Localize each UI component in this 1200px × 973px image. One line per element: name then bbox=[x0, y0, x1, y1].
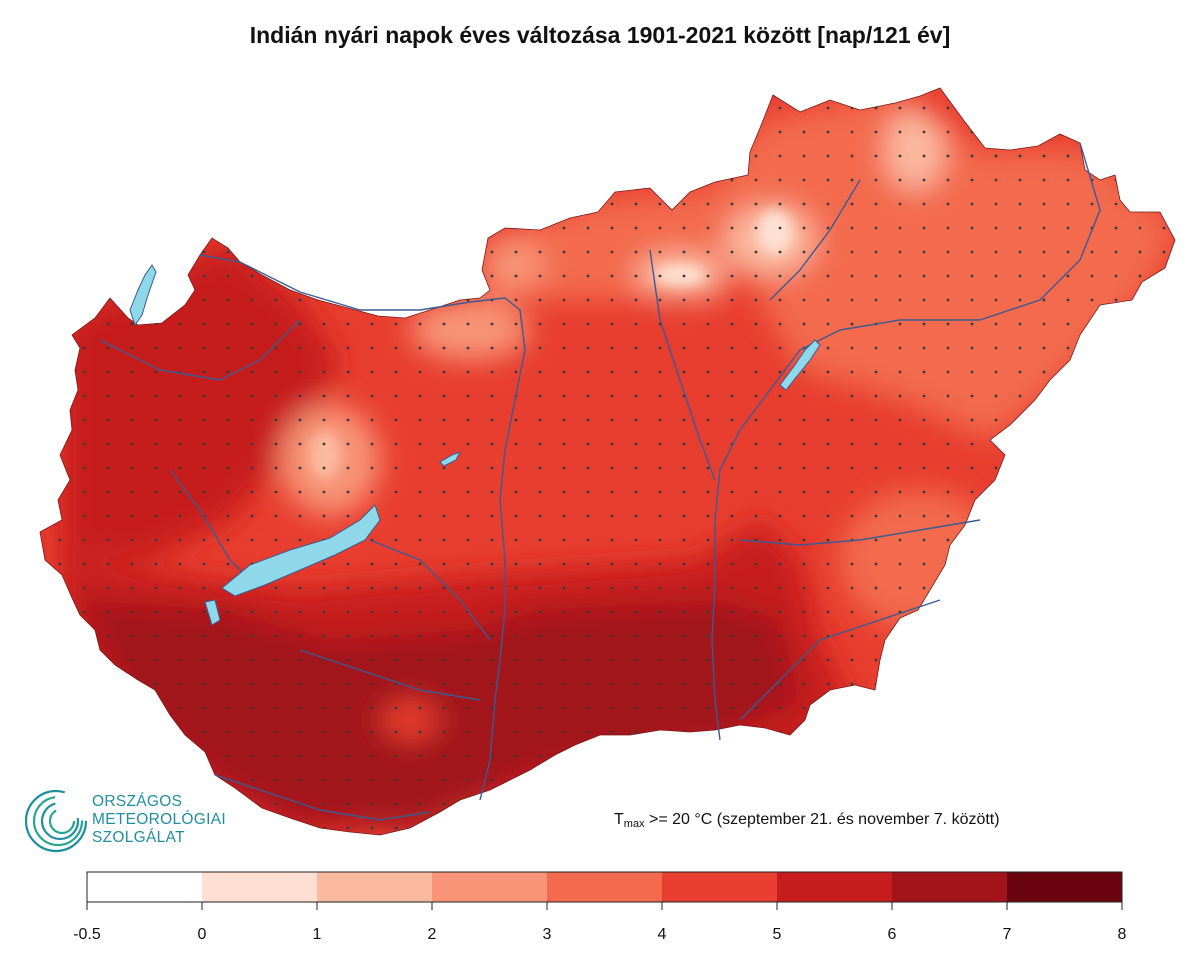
river-sajo bbox=[769, 179, 861, 301]
legend-block bbox=[317, 872, 433, 902]
legend-tick-label: 6 bbox=[888, 926, 897, 943]
logo-text: ORSZÁGOS METEOROLÓGIAI SZOLGÁLAT bbox=[92, 793, 226, 847]
logo-swirl-icon bbox=[24, 789, 88, 853]
lake-balaton bbox=[221, 504, 381, 597]
logo-line: METEOROLÓGIAI bbox=[92, 811, 226, 828]
legend-block bbox=[1007, 872, 1123, 902]
legend-tick-label: 8 bbox=[1118, 926, 1127, 943]
river-tisza bbox=[711, 142, 1101, 741]
legend-block bbox=[662, 872, 778, 902]
river-raba bbox=[99, 319, 301, 381]
page-title: Indián nyári napok éves változása 1901-2… bbox=[249, 22, 951, 48]
annotation-subscript: max bbox=[623, 818, 645, 830]
river-drava bbox=[214, 774, 431, 821]
lake-velence bbox=[439, 451, 462, 467]
legend-tick-label: 0 bbox=[198, 926, 207, 943]
river-kapos bbox=[299, 649, 481, 701]
river-zagyva bbox=[649, 249, 716, 481]
legend-block bbox=[432, 872, 548, 902]
legend-block bbox=[202, 872, 318, 902]
legend-frame bbox=[86, 871, 1123, 903]
river-koros bbox=[739, 519, 981, 546]
logo-line: ORSZÁGOS bbox=[92, 793, 183, 810]
threshold-annotation: Tmax >= 20 °C (szeptember 21. és novembe… bbox=[614, 811, 1000, 830]
lakes bbox=[129, 264, 821, 626]
legend-tick-label: 7 bbox=[1003, 926, 1012, 943]
annotation-prefix: T bbox=[614, 811, 624, 828]
legend-tick-label: 4 bbox=[658, 926, 667, 943]
lake-tisza bbox=[779, 339, 821, 391]
river-danube bbox=[199, 254, 526, 801]
legend-tick-label: 5 bbox=[773, 926, 782, 943]
logo-line: SZOLGÁLAT bbox=[92, 829, 185, 846]
hungary-map bbox=[39, 87, 1176, 836]
legend-block bbox=[87, 872, 203, 902]
omsz-logo bbox=[24, 789, 88, 853]
legend-tick-label: 1 bbox=[313, 926, 322, 943]
lake-kis-balaton bbox=[204, 599, 221, 626]
legend-ticks: -0.5 0 1 2 3 4 5 6 7 8 bbox=[73, 902, 1127, 943]
river-zala bbox=[169, 469, 251, 581]
river-maros bbox=[739, 599, 941, 721]
legend-block bbox=[892, 872, 1008, 902]
legend-tick-label: -0.5 bbox=[73, 926, 101, 943]
legend-block bbox=[547, 872, 663, 902]
legend-blocks bbox=[87, 872, 1123, 902]
legend-tick-label: 2 bbox=[428, 926, 437, 943]
rivers bbox=[99, 142, 1101, 821]
significance-dots bbox=[40, 88, 1175, 835]
river-sio bbox=[369, 539, 491, 641]
lake-ferto bbox=[129, 264, 157, 327]
legend-tick-label: 3 bbox=[543, 926, 552, 943]
map-field bbox=[40, 88, 1175, 835]
annotation-text: >= 20 °C (szeptember 21. és november 7. … bbox=[644, 811, 1000, 828]
legend-block bbox=[777, 872, 893, 902]
